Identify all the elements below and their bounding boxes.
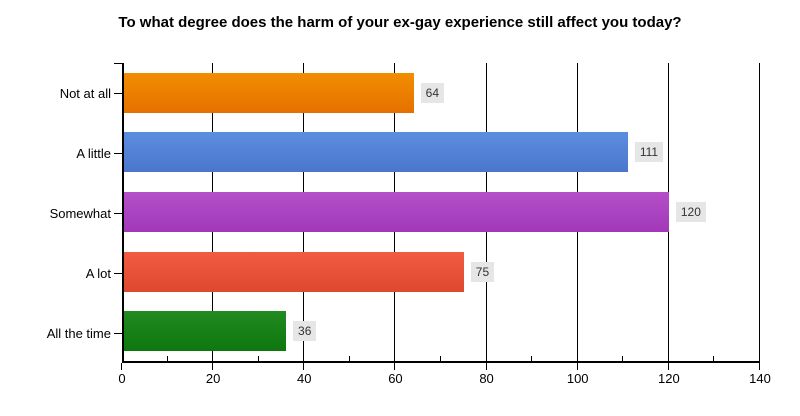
bar-not-at-all [122, 72, 414, 113]
minor-tick-70 [440, 356, 441, 361]
cat-row-a-little: A little [0, 123, 122, 183]
category-label-a-lot: A lot [85, 265, 111, 281]
bar-row-a-lot: 75 [122, 242, 760, 302]
value-label-not-at-all: 64 [420, 82, 445, 103]
y-axis-category-labels: Not at all A little Somewhat A lot All the t… [0, 63, 122, 363]
minor-tick-90 [531, 356, 533, 361]
x-tick-80 [485, 363, 487, 370]
x-tick-label-0: 0 [118, 371, 126, 386]
category-tick-not-at-all [114, 92, 122, 94]
bar-row-a-little: 111 [122, 123, 760, 183]
category-tick-a-lot [114, 272, 122, 274]
x-tick-label-80: 80 [479, 371, 494, 386]
value-label-somewhat: 120 [675, 201, 706, 222]
value-label-all-the-time: 36 [293, 321, 317, 342]
bar-row-all-the-time: 36 [122, 301, 760, 361]
x-tick-20 [212, 363, 214, 370]
bar-a-lot [122, 251, 464, 292]
minor-tick-10 [166, 356, 168, 361]
value-label-a-little: 111 [634, 142, 664, 163]
category-label-a-little: A little [76, 145, 111, 161]
bar-row-somewhat: 120 [122, 182, 760, 242]
x-tick-100 [576, 363, 578, 370]
bar-somewhat [122, 191, 669, 232]
value-label-a-lot: 75 [470, 261, 495, 282]
y-axis-end-tick [114, 63, 122, 64]
x-tick-label-120: 120 [657, 371, 680, 386]
x-tick-0 [121, 363, 122, 370]
x-tick-40 [303, 363, 305, 370]
cat-row-somewhat: Somewhat [0, 183, 122, 243]
x-axis-line [122, 361, 760, 363]
plot-area: 64 111 120 75 36 [114, 63, 760, 363]
x-tick-label-140: 140 [749, 371, 771, 386]
bar-row-not-at-all: 64 [122, 63, 760, 123]
category-tick-a-little [114, 152, 122, 154]
minor-tick-130 [713, 356, 715, 361]
y-axis-line [122, 63, 124, 363]
x-tick-60 [394, 363, 396, 370]
cat-row-all-the-time: All the time [0, 303, 122, 363]
category-tick-all-the-time [114, 332, 122, 334]
x-tick-label-20: 20 [205, 371, 221, 386]
cat-row-a-lot: A lot [0, 243, 122, 303]
chart-title: To what degree does the harm of your ex-… [118, 14, 682, 31]
cat-row-not-at-all: Not at all [0, 63, 122, 123]
category-label-not-at-all: Not at all [59, 85, 111, 101]
bar-all-the-time [122, 311, 287, 352]
minor-tick-30 [257, 356, 259, 361]
x-tick-label-100: 100 [566, 371, 589, 386]
x-tick-140 [759, 363, 760, 370]
x-axis-ticks: 0 20 40 60 80 100 120 140 [118, 363, 771, 393]
bar-rows: 64 111 120 75 36 [122, 63, 760, 361]
category-tick-somewhat [114, 212, 122, 214]
bar-a-little [122, 132, 628, 173]
x-tick-label-40: 40 [297, 371, 312, 386]
minor-tick-50 [348, 356, 350, 361]
x-tick-120 [667, 363, 669, 370]
category-label-all-the-time: All the time [46, 325, 111, 341]
category-label-somewhat: Somewhat [49, 205, 111, 221]
minor-tick-110 [622, 356, 624, 361]
x-tick-label-60: 60 [388, 371, 403, 386]
gridline-140 [759, 63, 760, 363]
